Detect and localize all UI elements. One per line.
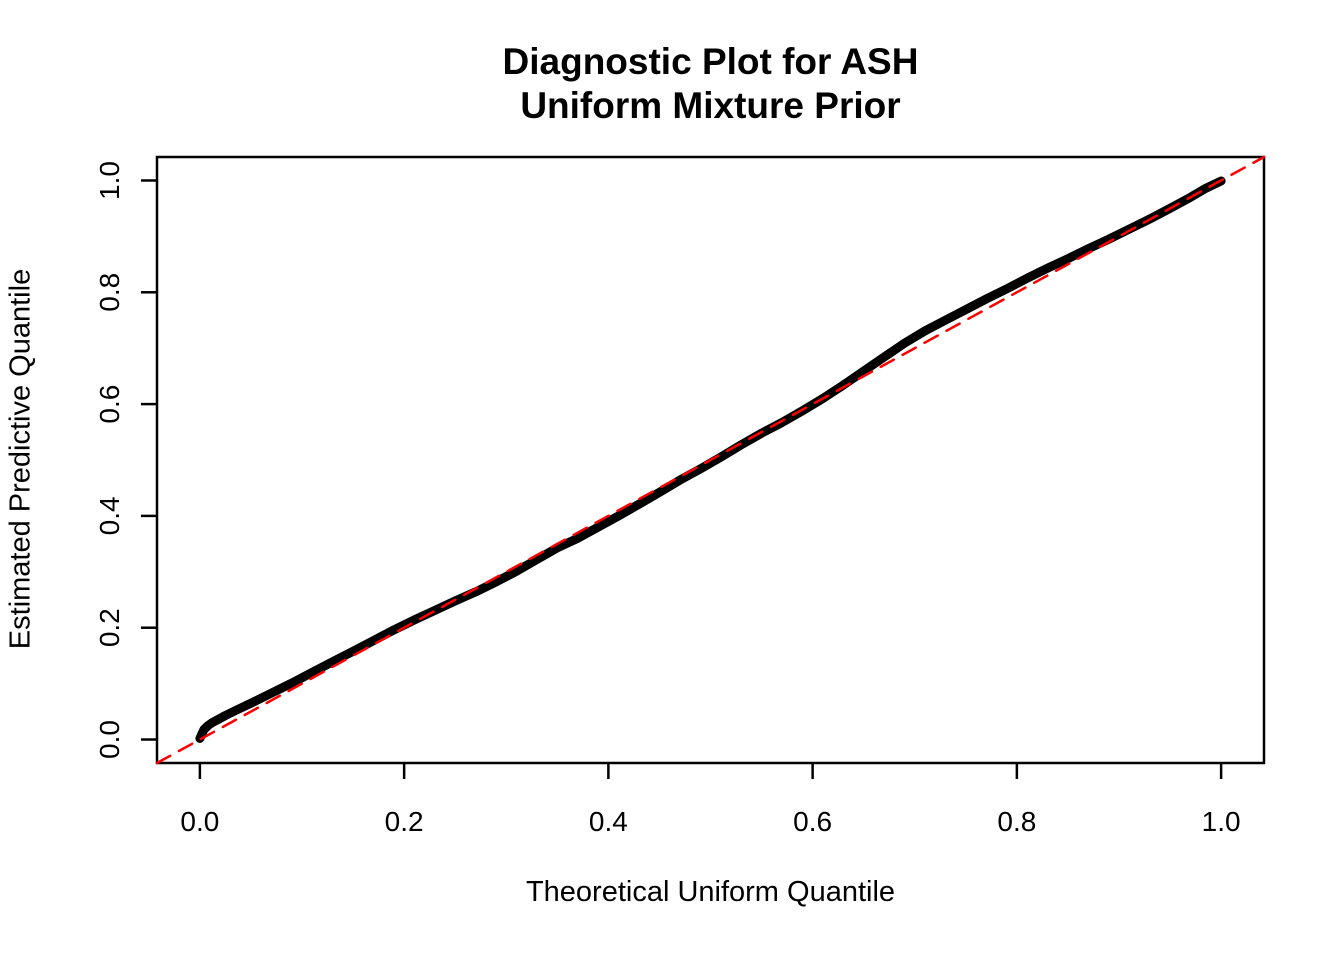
plot-box xyxy=(155,155,1266,765)
x-tick-label: 0.4 xyxy=(589,806,628,837)
qq-curve xyxy=(195,176,1226,743)
y-tick-label: 0.4 xyxy=(94,496,125,535)
x-axis-title: Theoretical Uniform Quantile xyxy=(525,876,896,908)
x-tick-label: 0.8 xyxy=(997,806,1036,837)
y-tick-label: 0.0 xyxy=(94,720,125,759)
x-tick-label: 0.2 xyxy=(385,806,424,837)
x-tick-label: 0.0 xyxy=(180,806,219,837)
x-tick-label: 1.0 xyxy=(1202,806,1241,837)
chart-title-line-1: Diagnostic Plot for ASH xyxy=(502,41,919,82)
y-axis-title: Estimated Predictive Quantile xyxy=(4,268,37,650)
x-tick-label: 0.6 xyxy=(793,806,832,837)
chart-title: Diagnostic Plot for ASH Uniform Mixture … xyxy=(157,40,1264,128)
reference-line xyxy=(155,155,1266,765)
y-tick-label: 0.2 xyxy=(94,608,125,647)
y-tick-label: 1.0 xyxy=(94,161,125,200)
y-tick-label: 0.8 xyxy=(94,273,125,312)
y-tick-label: 0.6 xyxy=(94,385,125,424)
chart-title-line-2: Uniform Mixture Prior xyxy=(520,85,901,126)
